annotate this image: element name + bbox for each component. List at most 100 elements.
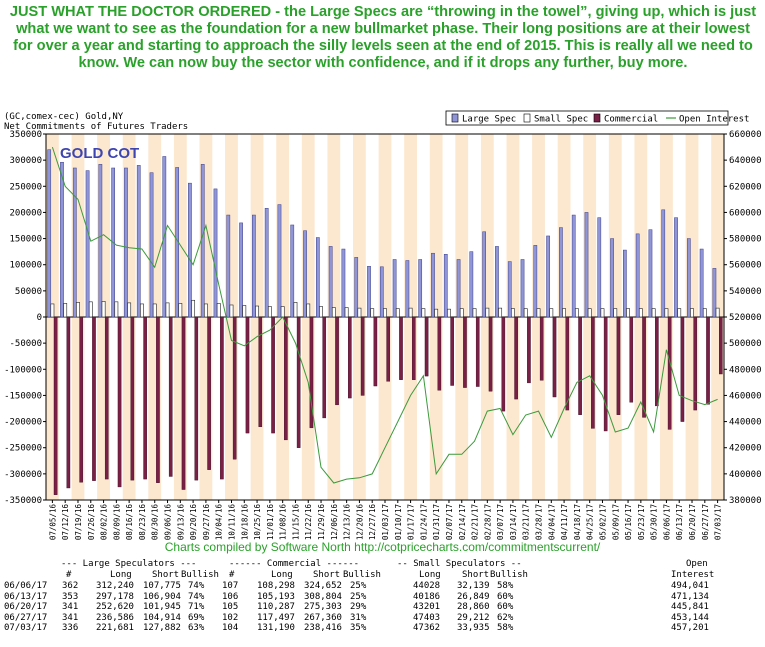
small-spec-bullish: 60%	[497, 602, 514, 613]
commercial-bar	[463, 316, 467, 388]
commercial-bar	[680, 316, 685, 422]
commercial-bar	[488, 316, 493, 392]
commercial-bullish: 31%	[350, 612, 367, 623]
x-axis-tick-label: 03/28/17	[535, 504, 544, 540]
x-axis-tick-label: 06/06/17	[662, 504, 671, 540]
large-spec-bar	[533, 245, 538, 318]
small-spec-bar	[242, 305, 247, 318]
left-axis-tick-label: 300000	[9, 156, 42, 166]
large-spec-short: 106,904	[143, 591, 181, 602]
large-spec-bar	[686, 238, 691, 318]
large-spec-bar	[47, 149, 52, 318]
right-axis-tick-label: 560000	[729, 261, 762, 271]
small-spec-bar	[447, 308, 451, 318]
small-spec-bar	[574, 308, 579, 318]
commercial-bar	[220, 316, 224, 480]
large-spec-bullish: 71%	[188, 602, 205, 613]
open-interest-line	[51, 146, 718, 484]
small-spec-bar	[63, 303, 68, 318]
large-spec-bar	[98, 164, 103, 318]
small-spec-bar	[459, 308, 464, 318]
large-spec-bar	[277, 204, 282, 318]
row-date: 06/06/17	[4, 581, 48, 591]
commercial-bar	[168, 316, 173, 477]
small-spec-bar	[498, 307, 503, 318]
large-spec-bar	[507, 261, 512, 318]
x-axis-tick-label: 11/22/16	[304, 504, 313, 541]
small-spec-bar	[50, 303, 55, 318]
section-header-small-spec: -- Small Speculators --	[397, 559, 522, 569]
legend-box	[445, 110, 729, 126]
small-spec-bar	[702, 308, 707, 318]
commercial-long: 117,497	[257, 612, 295, 623]
x-axis-tick-label: 08/16/16	[125, 504, 134, 541]
x-axis-tick-label: 09/27/16	[202, 504, 211, 541]
small-spec-short: 33,935	[457, 623, 490, 634]
commercial-long: 105,193	[257, 591, 295, 602]
large-spec-bar	[315, 237, 320, 318]
commercial-bar	[527, 316, 531, 384]
large-spec-bar	[72, 167, 77, 318]
x-axis-tick-label: 03/14/17	[509, 504, 518, 540]
large-spec-bar	[661, 209, 666, 318]
x-axis-tick-label: 08/02/16	[100, 504, 109, 541]
right-axis-tick-label: 460000	[729, 391, 762, 401]
small-spec-short: 28,860	[457, 602, 490, 613]
right-axis-tick-label: 520000	[729, 313, 762, 323]
right-axis-tick-label: 640000	[729, 156, 762, 166]
commercial-count: 106	[222, 591, 239, 602]
large-spec-bar	[674, 217, 678, 318]
commercial-bar	[719, 316, 723, 375]
small-spec-bar	[267, 306, 272, 318]
legend-swatch	[523, 113, 531, 123]
x-axis-tick-label: 10/11/16	[227, 504, 236, 541]
col-header: Long	[419, 570, 441, 580]
small-spec-bar	[485, 307, 490, 318]
commercial-bar	[591, 316, 595, 429]
small-spec-bar	[178, 303, 183, 318]
large-spec-bar	[635, 233, 640, 318]
open-interest-value: 457,201	[671, 623, 709, 634]
right-axis-tick-label: 600000	[729, 208, 762, 218]
legend-label: Commercial	[604, 115, 658, 125]
large-spec-bar	[354, 257, 359, 318]
col-header: Short	[462, 570, 490, 580]
section-header-open: Open	[686, 559, 708, 569]
small-spec-bar	[293, 302, 298, 318]
commercial-long: 108,298	[257, 581, 295, 591]
left-axis-tick-label: 150000	[9, 235, 42, 245]
commercial-bar	[322, 316, 327, 419]
commercial-short: 238,416	[304, 623, 342, 634]
small-spec-bar	[101, 301, 106, 318]
section-header-large-spec: --- Large Speculators ---	[61, 559, 197, 569]
small-spec-bar	[357, 307, 362, 318]
x-axis-tick-label: 12/20/16	[355, 504, 364, 541]
large-spec-short: 107,775	[143, 581, 181, 591]
large-spec-bar	[610, 238, 614, 318]
small-spec-bar	[677, 308, 682, 318]
commercial-bar	[296, 316, 301, 448]
legend-swatch	[593, 113, 601, 123]
commercial-short: 267,360	[304, 612, 342, 623]
small-spec-bar	[370, 308, 375, 318]
large-spec-bar	[584, 212, 589, 318]
large-spec-bar	[405, 260, 410, 318]
large-spec-bar	[392, 259, 397, 318]
commercial-bar	[399, 316, 403, 380]
large-spec-short: 101,945	[143, 602, 181, 613]
commercial-bar	[258, 316, 263, 428]
small-spec-long: 47403	[413, 612, 441, 623]
large-spec-bar	[443, 254, 448, 318]
commercial-bar	[271, 316, 275, 434]
large-spec-bar	[200, 164, 205, 318]
x-axis-tick-label: 05/30/17	[650, 504, 659, 540]
x-axis-tick-label: 11/15/16	[291, 504, 300, 541]
right-axis-tick-label: 480000	[729, 365, 762, 375]
headline-commentary: JUST WHAT THE DOCTOR ORDERED - the Large…	[9, 4, 757, 71]
commercial-bar	[335, 316, 339, 406]
large-spec-short: 104,914	[143, 612, 181, 623]
commercial-bar	[565, 316, 570, 411]
x-axis-tick-label: 11/08/16	[279, 504, 288, 541]
legend-swatch	[451, 113, 459, 123]
large-spec-long: 312,240	[96, 581, 134, 591]
